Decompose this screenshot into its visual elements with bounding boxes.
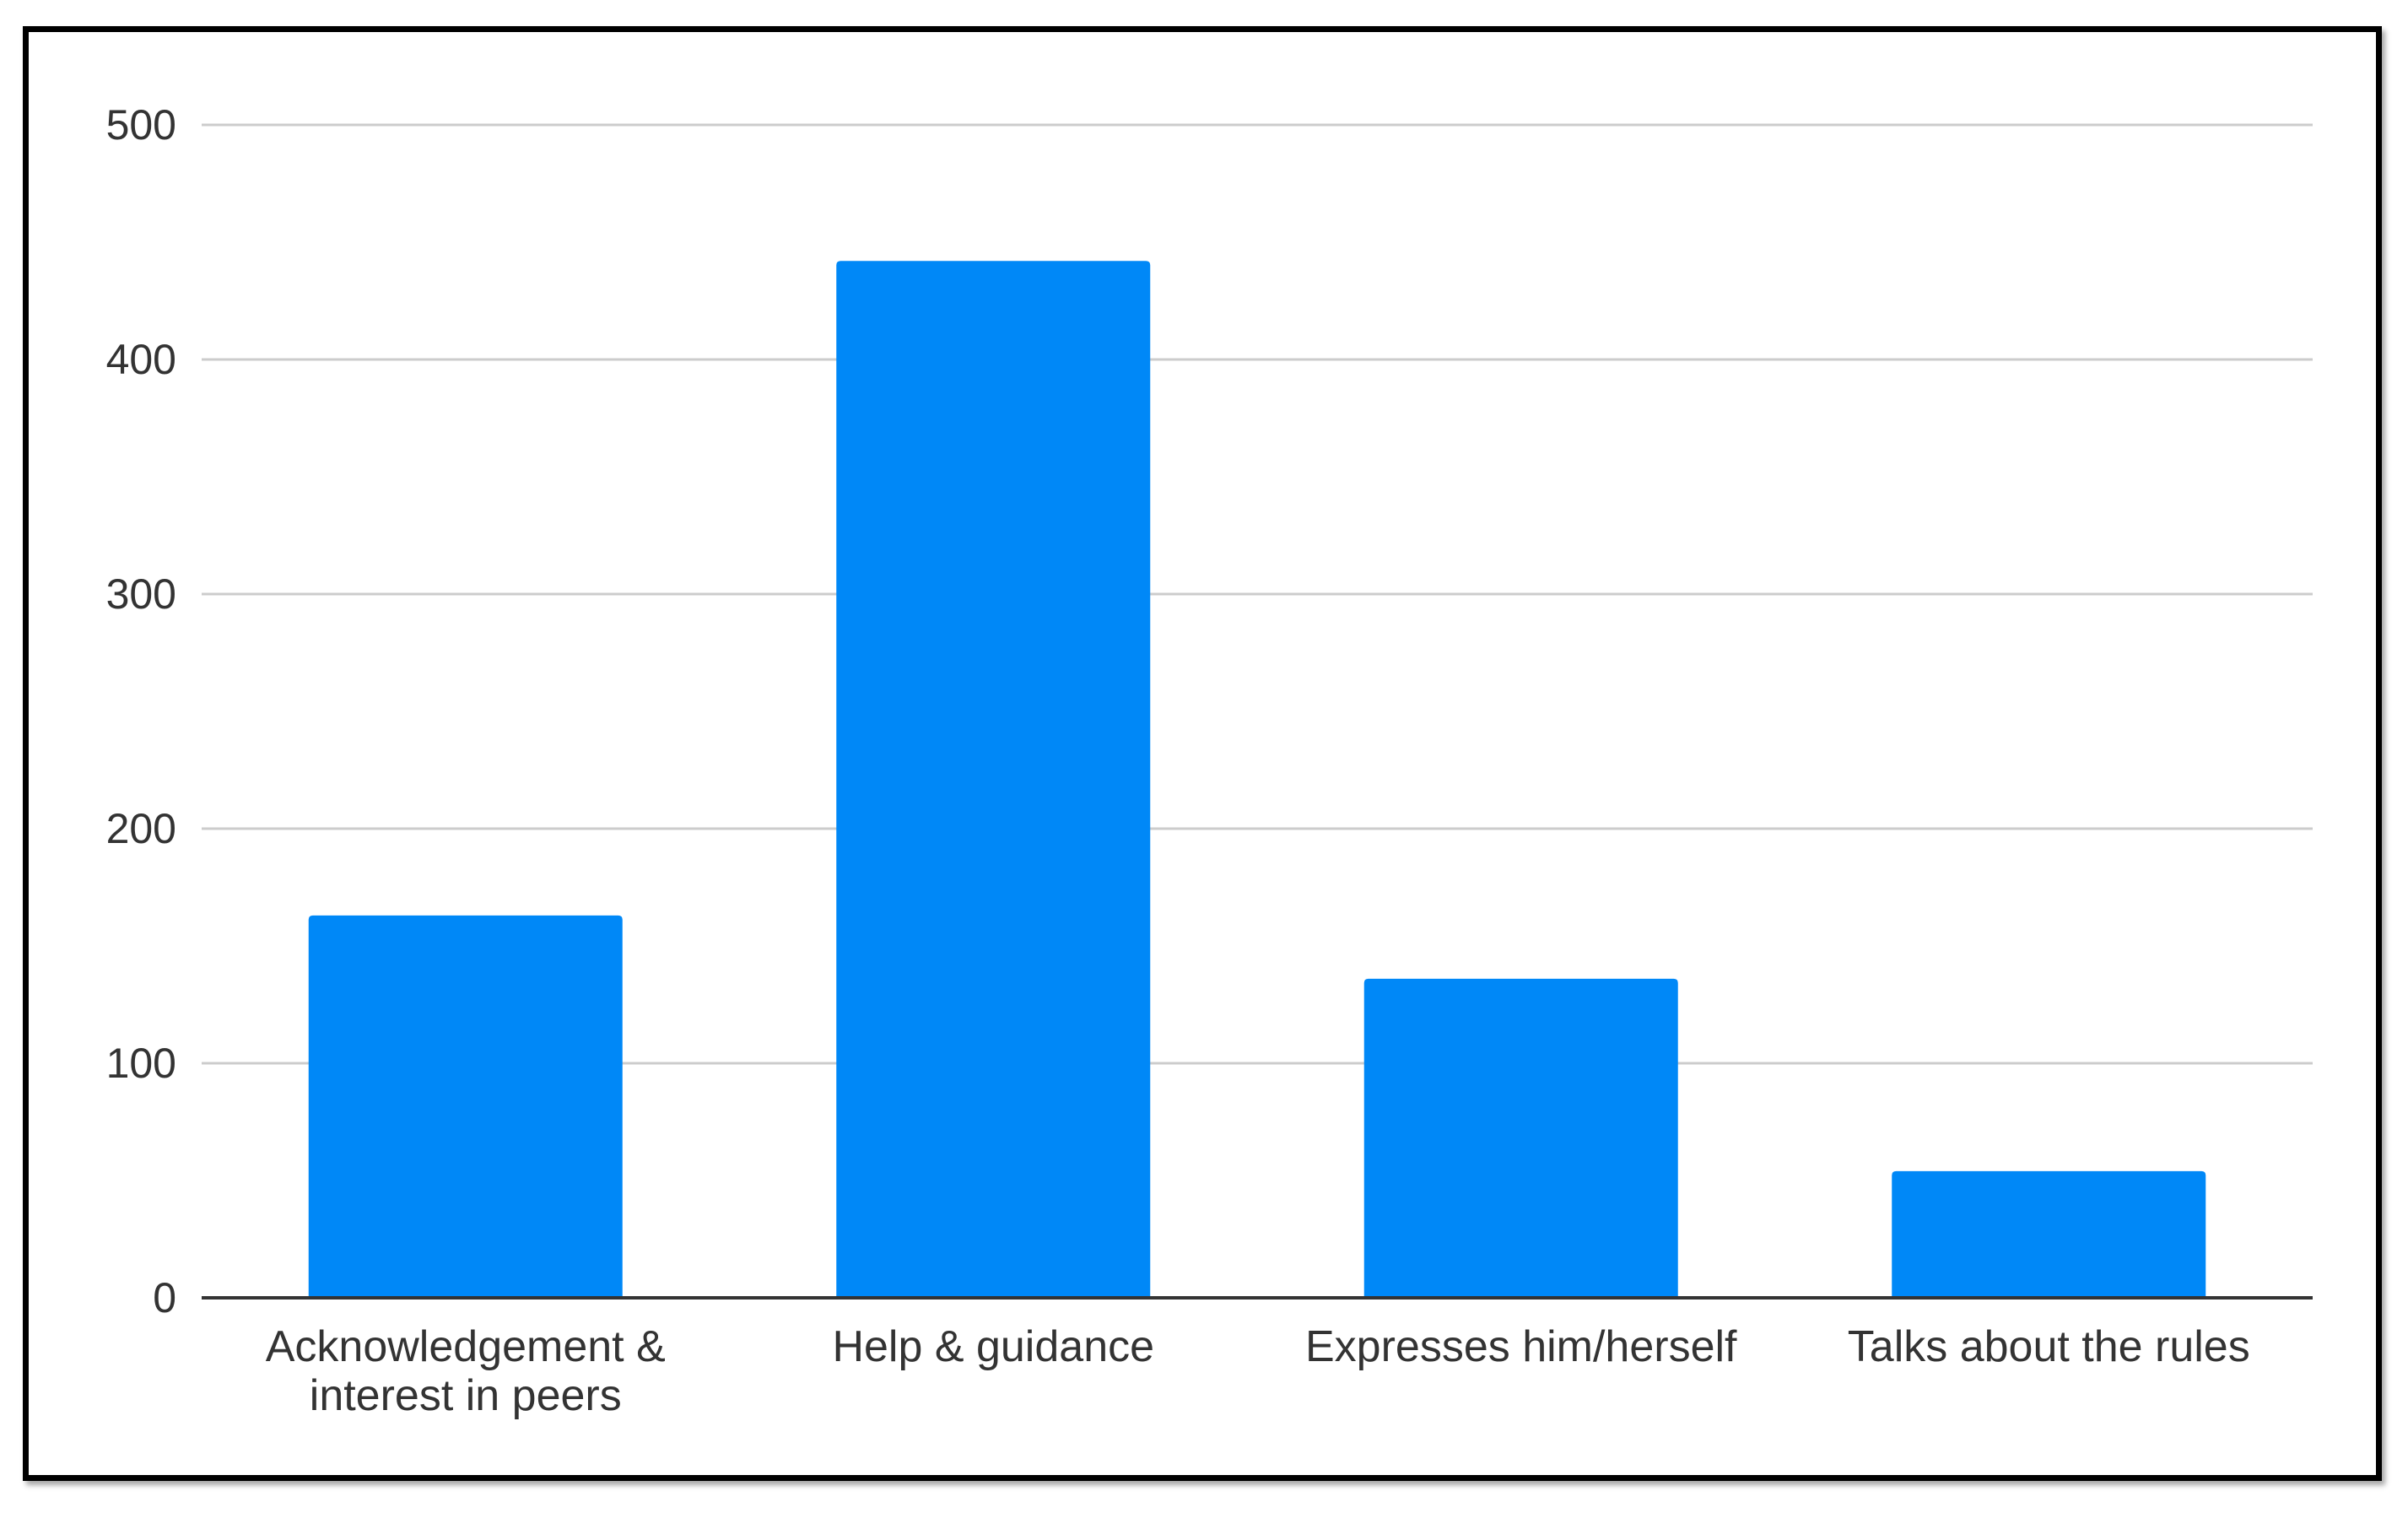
bar bbox=[1363, 978, 1678, 1298]
bars bbox=[308, 261, 2206, 1298]
x-tick-label: Help & guidance bbox=[832, 1322, 1154, 1371]
y-tick-label: 100 bbox=[106, 1040, 176, 1087]
x-tick-labels: Acknowledgement &interest in peers Help &… bbox=[266, 1322, 2250, 1420]
bar bbox=[1892, 1170, 2206, 1298]
chart-frame: 0 100 200 300 400 500 Acknowledgement & intere… bbox=[23, 26, 2382, 1481]
x-tick-label: Expresses him/herself bbox=[1305, 1322, 1737, 1371]
x-tick-label: Talks about the rules bbox=[1848, 1322, 2250, 1371]
x-tick-label: Acknowledgement & bbox=[266, 1322, 666, 1371]
bar bbox=[308, 915, 623, 1298]
gridlines bbox=[202, 123, 2313, 1065]
y-tick-label: 500 bbox=[106, 101, 176, 149]
y-tick-label: 300 bbox=[106, 570, 176, 618]
bar bbox=[836, 261, 1151, 1298]
y-tick-labels: 0 100 200 300 400 500 bbox=[106, 101, 176, 1321]
y-tick-label: 0 bbox=[153, 1274, 176, 1321]
y-tick-label: 400 bbox=[106, 336, 176, 383]
bar-chart: 0 100 200 300 400 500 Acknowledgement &intere… bbox=[106, 101, 2313, 1420]
y-tick-label: 200 bbox=[106, 805, 176, 852]
x-tick-label: interest in peers bbox=[310, 1371, 622, 1420]
